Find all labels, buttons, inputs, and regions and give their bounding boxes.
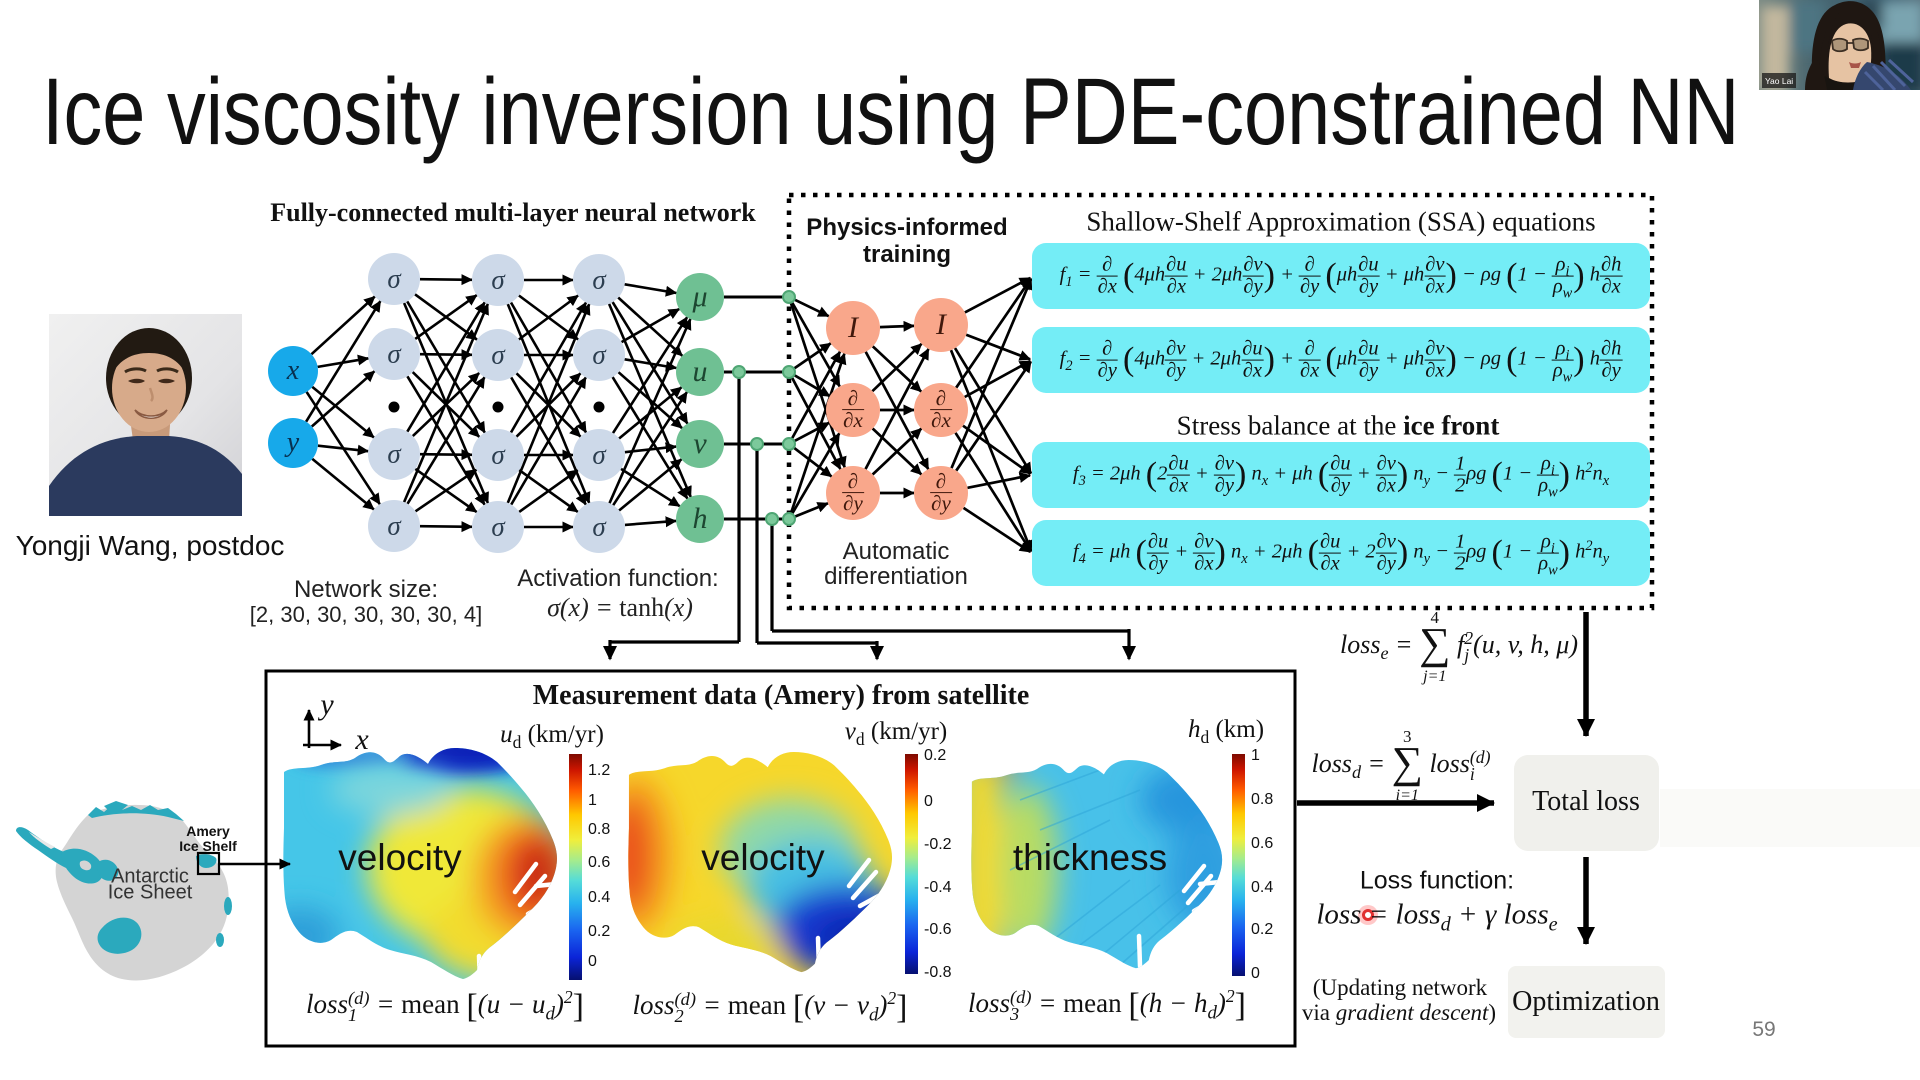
svg-text:Yao Lai: Yao Lai xyxy=(1765,76,1793,86)
